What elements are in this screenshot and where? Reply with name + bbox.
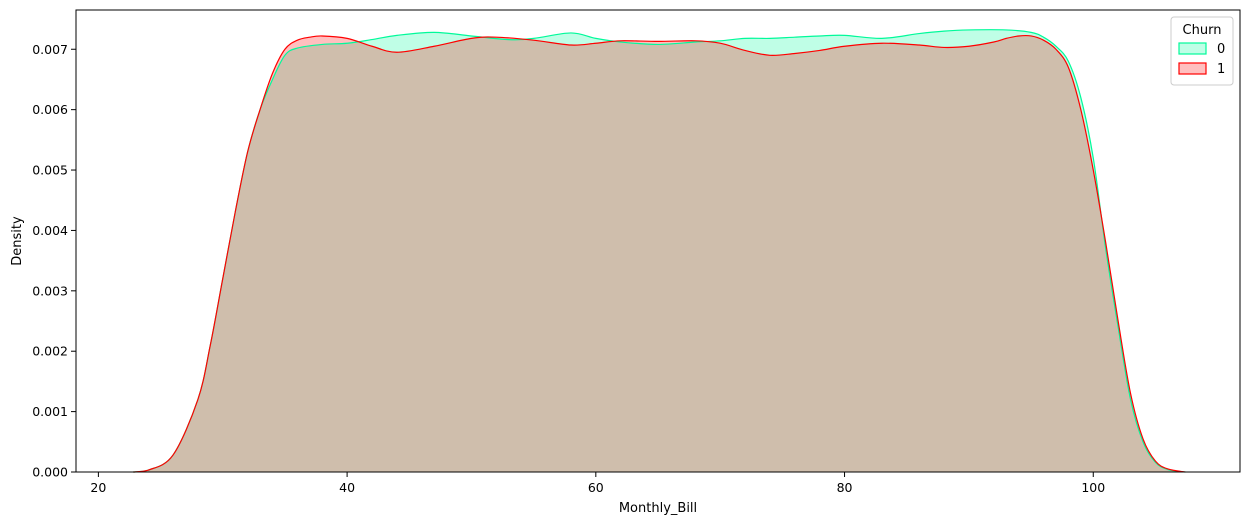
- x-tick-label: 20: [90, 480, 106, 495]
- y-tick-label: 0.002: [32, 344, 68, 359]
- legend-title: Churn: [1183, 23, 1222, 38]
- density-line-churn-1: [133, 34, 1186, 473]
- y-tick-label: 0.003: [32, 283, 68, 298]
- y-tick-label: 0.006: [32, 102, 68, 117]
- density-lines: [133, 29, 1186, 473]
- y-tick-label: 0.007: [32, 42, 68, 57]
- x-axis-ticks: 20 40 60 80 100: [90, 472, 1105, 495]
- legend-entries: 01: [1178, 42, 1225, 77]
- legend-label-churn-0: 0: [1217, 42, 1225, 57]
- y-tick-label: 0.000: [32, 465, 68, 480]
- y-axis-label: Density: [10, 216, 25, 266]
- legend: Churn 01: [1170, 16, 1234, 86]
- legend-swatch-churn-1: [1178, 62, 1207, 75]
- y-tick-label: 0.004: [32, 223, 68, 238]
- density-areas: [133, 29, 1186, 472]
- plot-frame: [75, 9, 1241, 473]
- density-area-churn-0: [133, 29, 1186, 472]
- y-tick-label: 0.005: [32, 163, 68, 178]
- y-tick-label: 0.001: [32, 404, 68, 419]
- y-axis-ticks: 0.000 0.001 0.002 0.003 0.004 0.005 0.006 0.007: [32, 42, 76, 480]
- legend-box: [1170, 16, 1234, 86]
- x-tick-label: 80: [837, 480, 853, 495]
- legend-label-churn-1: 1: [1217, 62, 1225, 77]
- x-tick-label: 60: [588, 480, 604, 495]
- x-tick-label: 40: [339, 480, 355, 495]
- density-area-churn-1: [133, 35, 1186, 472]
- x-tick-label: 100: [1081, 480, 1105, 495]
- x-axis-label: Monthly_Bill: [619, 501, 697, 516]
- legend-swatch-churn-0: [1178, 42, 1207, 55]
